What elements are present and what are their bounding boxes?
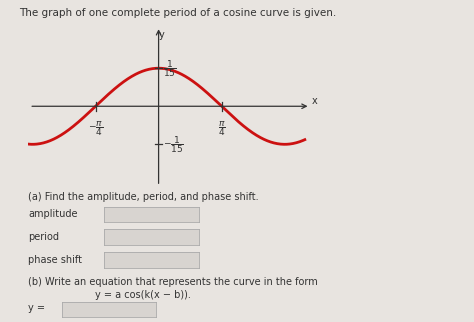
Text: y =: y =	[28, 302, 46, 313]
Text: period: period	[28, 232, 59, 242]
Text: $\dfrac{1}{15}$: $\dfrac{1}{15}$	[164, 58, 177, 79]
Text: (a) Find the amplitude, period, and phase shift.: (a) Find the amplitude, period, and phas…	[28, 192, 259, 202]
Text: amplitude: amplitude	[28, 209, 78, 219]
Text: x: x	[311, 96, 317, 106]
Text: $-\dfrac{1}{15}$: $-\dfrac{1}{15}$	[164, 134, 184, 155]
Text: y: y	[159, 30, 165, 40]
Text: $\dfrac{\pi}{4}$: $\dfrac{\pi}{4}$	[218, 119, 226, 138]
Text: phase shift: phase shift	[28, 255, 82, 265]
Text: The graph of one complete period of a cosine curve is given.: The graph of one complete period of a co…	[19, 8, 336, 18]
Text: (b) Write an equation that represents the curve in the form: (b) Write an equation that represents th…	[28, 277, 318, 287]
Text: $-\dfrac{\pi}{4}$: $-\dfrac{\pi}{4}$	[88, 119, 103, 138]
Text: y = a cos(k(x − b)).: y = a cos(k(x − b)).	[95, 290, 191, 300]
